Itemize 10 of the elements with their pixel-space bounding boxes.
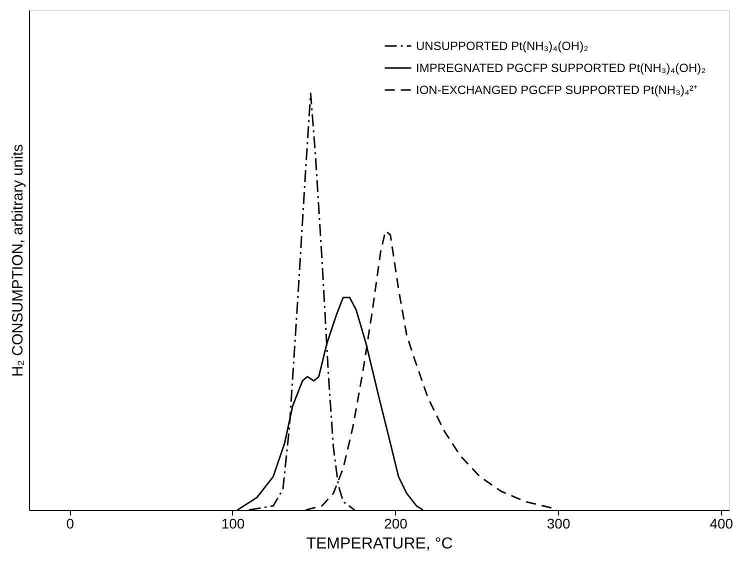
x-tick-label: 200	[384, 516, 408, 532]
legend-label: ION-EXCHANGED PGCFP SUPPORTED Pt(NH₃)₄²⁺	[416, 83, 698, 97]
x-tick-label: 0	[66, 516, 74, 532]
y-axis-title: H₂ CONSUMPTION, arbitrary units	[10, 144, 26, 377]
x-tick-label: 400	[710, 516, 734, 532]
legend-label: IMPREGNATED PGCFP SUPPORTED Pt(NH₃)₄(OH)₂	[416, 61, 706, 75]
x-axis-title: TEMPERATURE, °C	[306, 536, 453, 552]
legend-label: UNSUPPORTED Pt(NH₃)₄(OH)₂	[416, 39, 589, 53]
x-tick-label: 300	[546, 516, 570, 532]
x-tick-label: 100	[221, 516, 245, 532]
